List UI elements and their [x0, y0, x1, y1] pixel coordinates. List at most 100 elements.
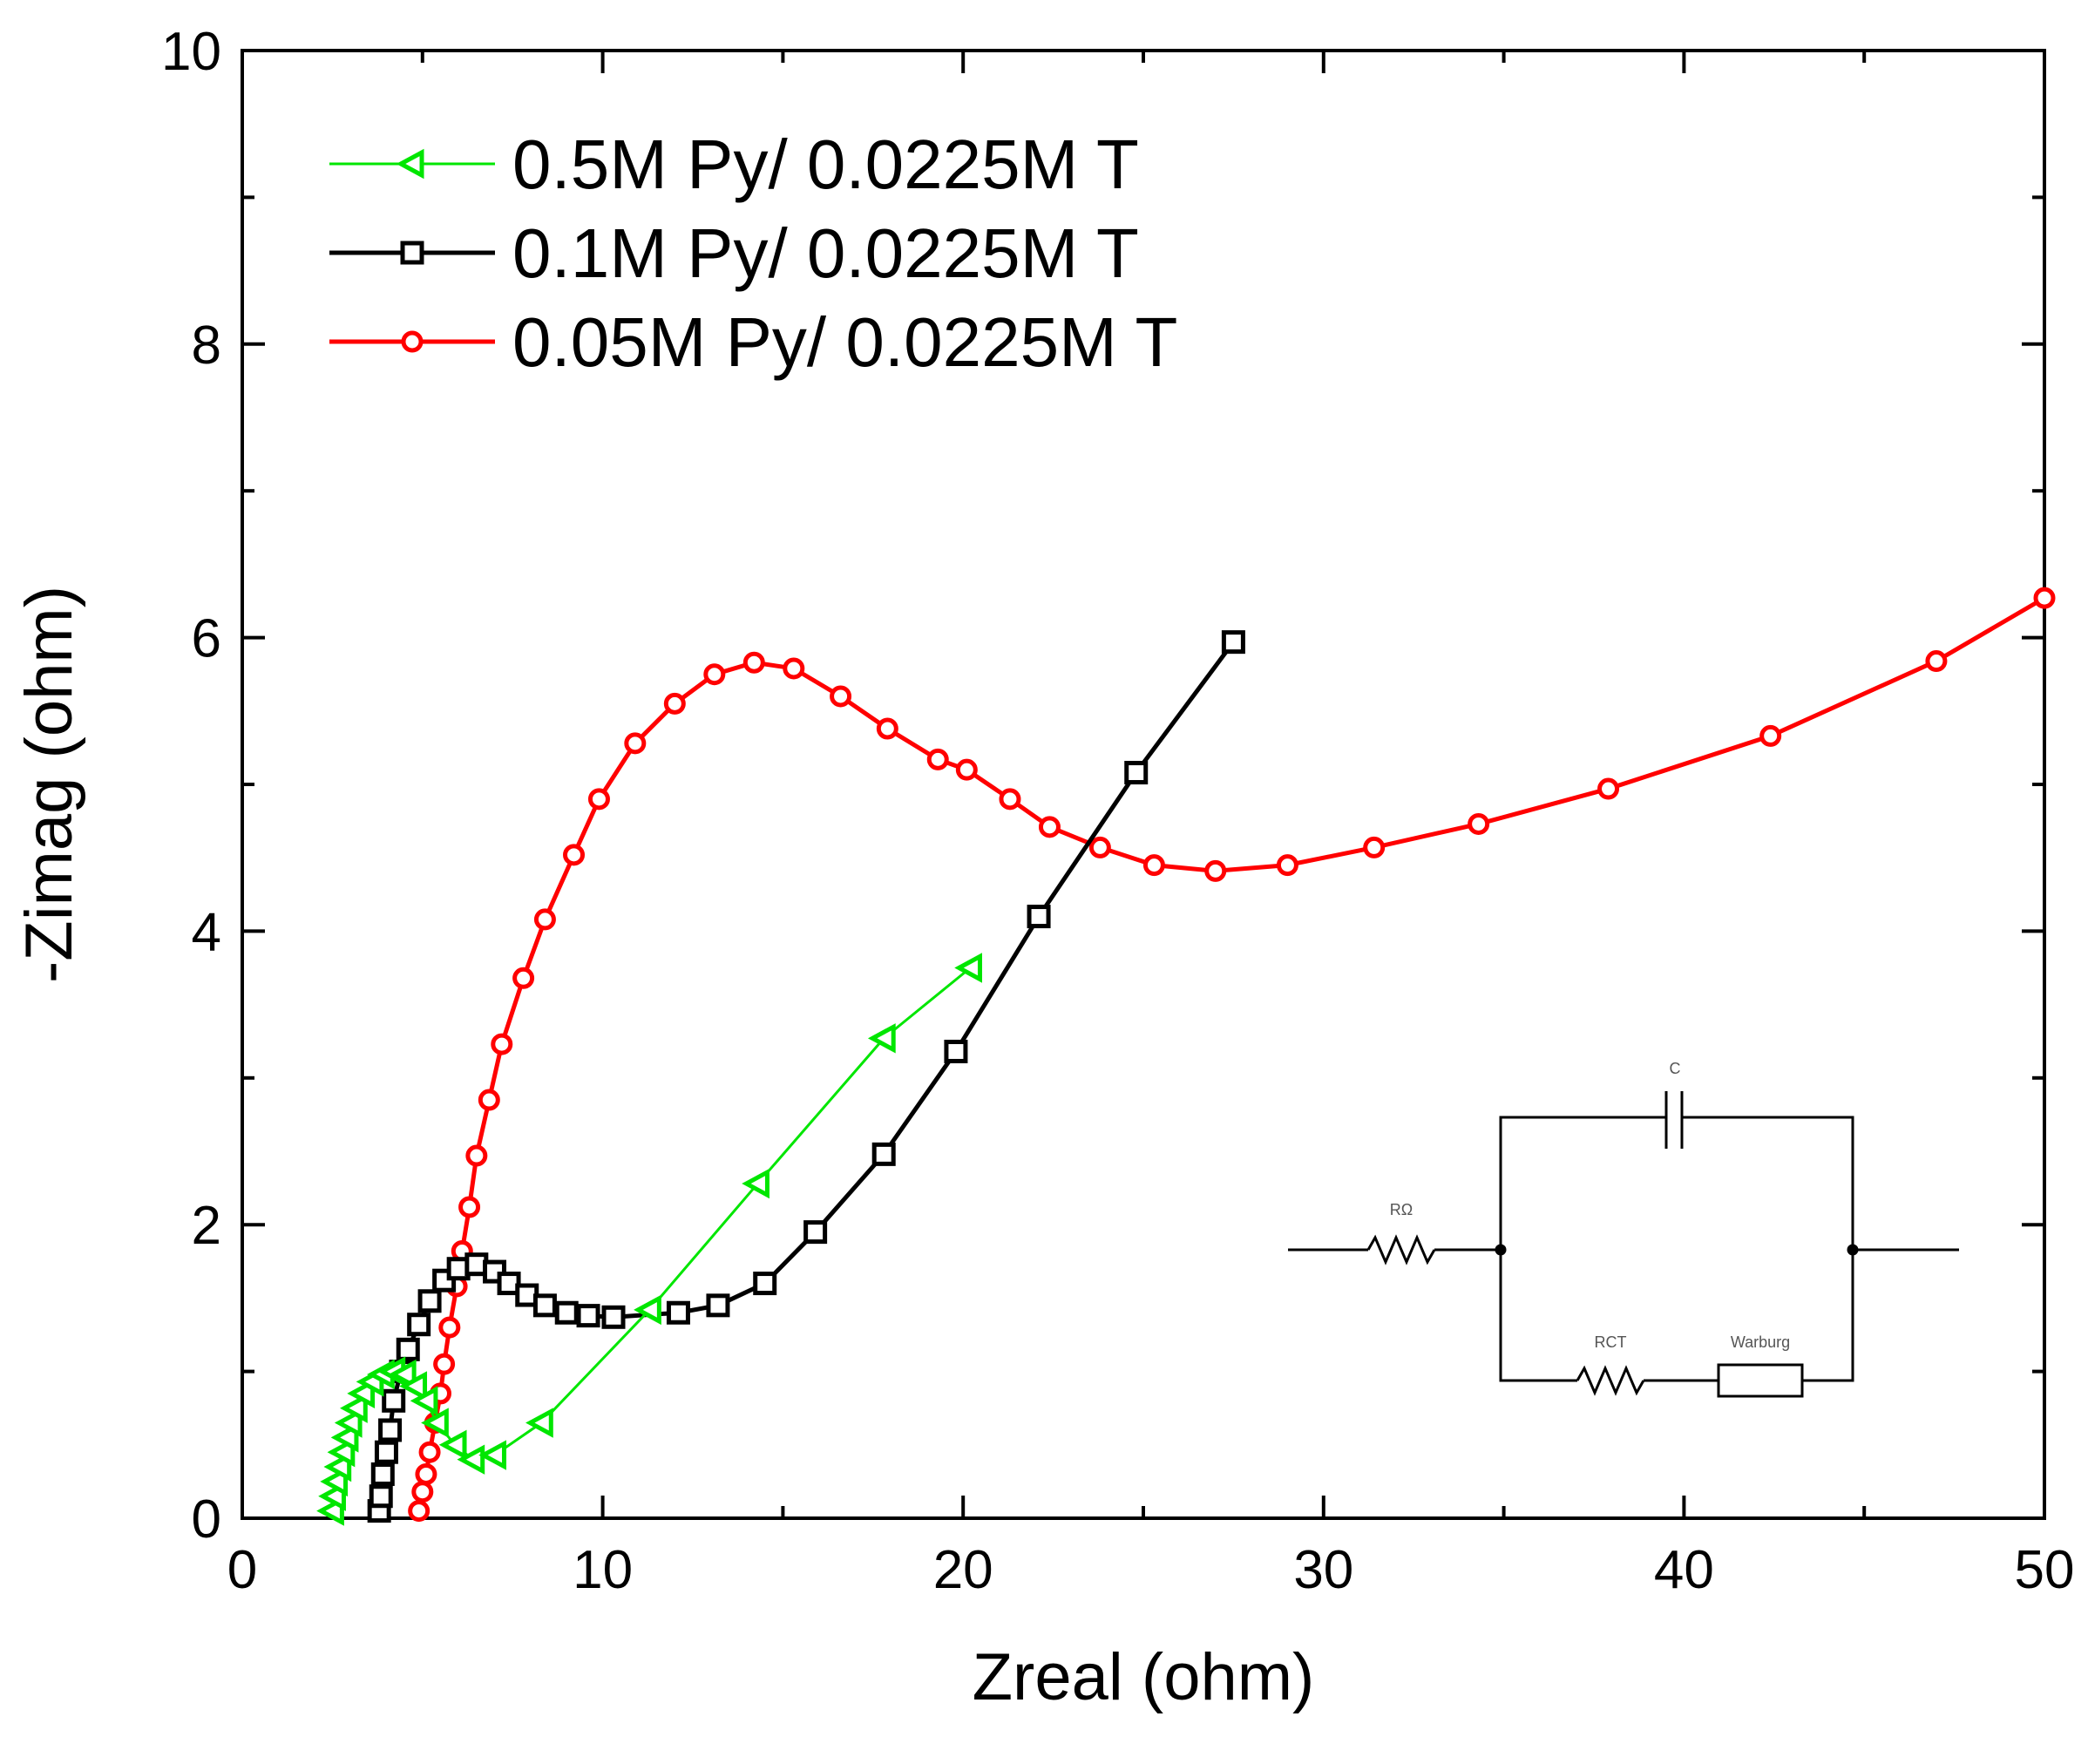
data-point — [830, 685, 852, 708]
data-point — [867, 1023, 896, 1054]
circuit-top-branch — [1499, 1116, 1854, 1250]
data-point — [624, 732, 647, 755]
data-point — [999, 788, 1021, 811]
data-point — [378, 1418, 403, 1442]
data-point — [783, 657, 805, 680]
data-point — [666, 1300, 690, 1325]
equivalent-circuit-inset — [1288, 1091, 1959, 1398]
circuit-bottom-branch — [1499, 1250, 1577, 1382]
legend-label: 0.5M Py/ 0.0225M T — [512, 126, 1139, 203]
circuit-label-c: C — [1670, 1060, 1681, 1077]
y-axis-title: -Zimag (ohm) — [12, 586, 86, 983]
data-point — [576, 1304, 600, 1328]
data-point — [587, 788, 610, 811]
data-point — [399, 1371, 428, 1401]
legend-label: 0.1M Py/ 0.0225M T — [512, 214, 1139, 292]
y-tick-label: 4 — [192, 902, 221, 962]
data-point — [2033, 587, 2056, 609]
circuit-label-rct: RCT — [1595, 1333, 1627, 1351]
data-point — [433, 1353, 456, 1375]
x-tick-label: 10 — [573, 1540, 633, 1600]
data-point — [955, 758, 978, 781]
data-point — [418, 1441, 441, 1463]
y-tick-label: 6 — [192, 609, 221, 669]
data-point — [438, 1429, 467, 1460]
legend-marker — [401, 330, 424, 353]
data-point — [554, 1300, 579, 1325]
y-tick-label: 8 — [192, 315, 221, 376]
data-point — [663, 692, 686, 715]
data-point — [753, 1272, 777, 1296]
data-point — [1363, 836, 1386, 858]
data-point — [703, 663, 726, 686]
data-point — [1221, 630, 1245, 655]
data-point — [478, 1089, 500, 1111]
axis-tick-labels: 0 10 20 30 40 50 0 2 4 6 8 10 — [161, 22, 2074, 1600]
x-tick-label: 40 — [1654, 1540, 1714, 1600]
data-point — [1038, 816, 1061, 838]
data-point — [803, 1220, 828, 1245]
axis-ticks — [241, 49, 2046, 1520]
resistor-r-ohm-symbol — [1366, 1234, 1436, 1265]
data-point — [1276, 854, 1298, 877]
data-point — [1597, 777, 1620, 800]
series-line — [376, 641, 1236, 1511]
data-point — [926, 748, 949, 770]
data-point — [457, 1444, 485, 1475]
data-point — [369, 1484, 393, 1509]
legend-label: 0.05M Py/ 0.0225M T — [512, 303, 1177, 381]
data-point — [533, 908, 556, 931]
data-point — [563, 844, 586, 866]
x-tick-label: 0 — [227, 1540, 257, 1600]
data-point — [465, 1144, 488, 1167]
data-point — [374, 1440, 398, 1464]
data-point — [525, 1408, 553, 1438]
circuit-lead-to-node-right — [1802, 1250, 1854, 1382]
legend-marker — [396, 148, 424, 180]
data-point — [491, 1033, 513, 1055]
data-point — [1142, 854, 1165, 877]
data-point — [334, 1408, 363, 1438]
data-point — [388, 1359, 417, 1390]
data-point — [512, 967, 535, 989]
data-point — [1759, 724, 1782, 747]
series-triangle-left — [316, 953, 982, 1526]
data-point — [706, 1293, 730, 1318]
data-point — [742, 651, 765, 674]
data-point — [478, 1440, 507, 1470]
data-point — [411, 1481, 434, 1503]
data-point — [954, 953, 982, 983]
data-point — [876, 717, 898, 740]
data-point — [1124, 761, 1149, 785]
data-point — [421, 1408, 449, 1438]
warburg-element-symbol — [1717, 1363, 1804, 1398]
legend-entry: 0.05M Py/ 0.0225M T — [329, 303, 1177, 381]
data-point — [396, 1337, 420, 1361]
legend: 0.5M Py/ 0.0225M T 0.1M Py/ 0.0225M T 0.05… — [329, 126, 1177, 381]
capacitor-c-symbol — [1664, 1091, 1684, 1149]
y-tick-label: 10 — [161, 22, 221, 82]
data-point — [382, 1388, 406, 1413]
x-axis-title: Zreal (ohm) — [973, 1640, 1315, 1714]
legend-entry: 0.5M Py/ 0.0225M T — [329, 126, 1139, 203]
y-tick-label: 2 — [192, 1196, 221, 1256]
data-point — [1925, 650, 1948, 673]
data-point — [408, 1500, 430, 1523]
series-line — [417, 595, 2046, 1512]
data-point — [410, 1386, 438, 1416]
x-tick-label: 50 — [2015, 1540, 2075, 1600]
data-point — [1088, 836, 1111, 858]
data-point — [370, 1462, 395, 1486]
data-point — [601, 1305, 626, 1329]
y-tick-label: 0 — [192, 1489, 221, 1550]
data-point — [415, 1462, 437, 1485]
resistor-rct-symbol — [1576, 1365, 1645, 1396]
x-tick-label: 30 — [1293, 1540, 1353, 1600]
data-point — [944, 1039, 968, 1063]
series-circle — [408, 587, 2056, 1523]
data-point — [1468, 812, 1490, 835]
data-point — [742, 1168, 769, 1199]
data-point — [871, 1142, 896, 1166]
data-point — [634, 1294, 661, 1326]
